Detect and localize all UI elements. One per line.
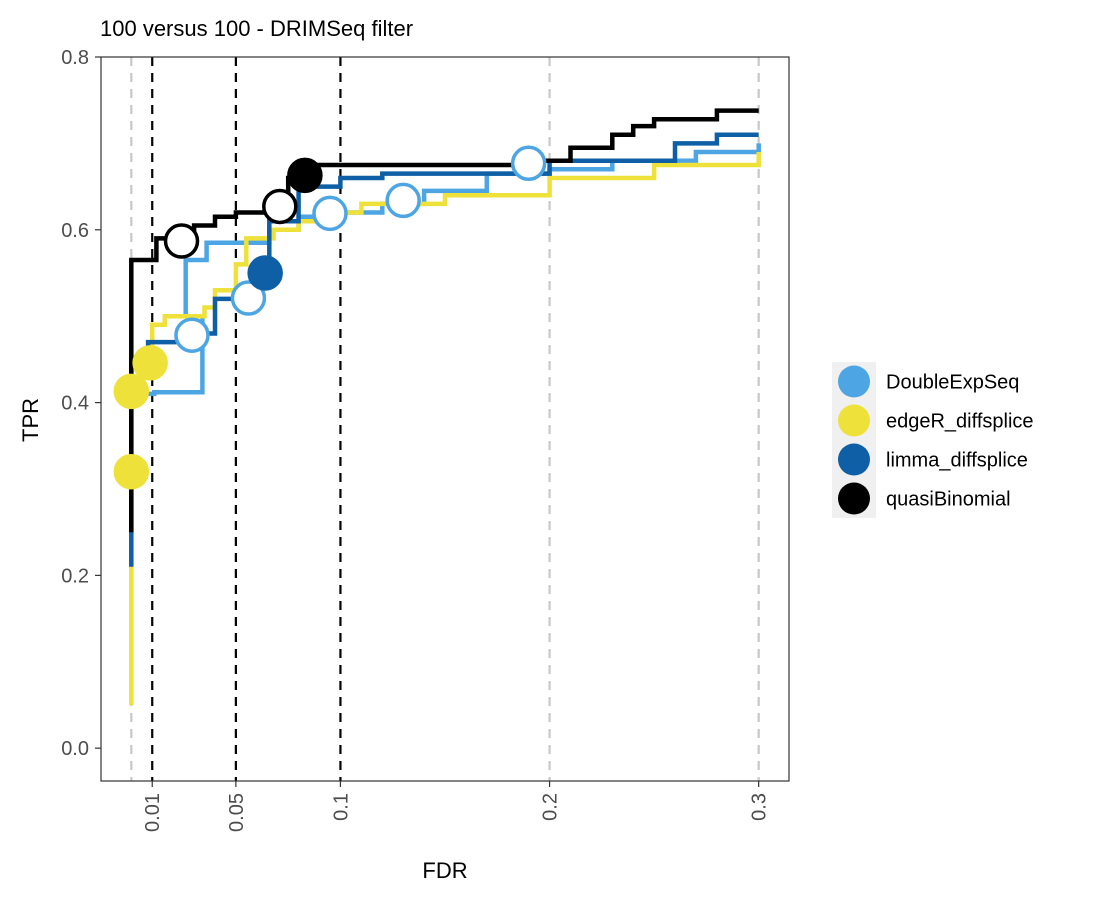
y-tick-label: 0.2 (61, 565, 89, 587)
y-tick-label: 0.8 (61, 47, 89, 69)
legend-swatch-DoubleExpSeq (838, 365, 870, 398)
series-line-edgeR_diffsplice (129, 152, 761, 705)
point-quasiBinomial (262, 188, 298, 225)
x-tick-label: 0.1 (330, 793, 352, 821)
x-tick-label: 0.01 (142, 793, 164, 832)
x-tick-label: 0.3 (749, 793, 771, 821)
point-quasiBinomial (163, 223, 200, 259)
legend-label-DoubleExpSeq: DoubleExpSeq (886, 372, 1019, 394)
point-DoubleExpSeq (312, 195, 348, 232)
point-DoubleExpSeq (385, 182, 421, 219)
legend-swatch-limma_diffsplice (838, 443, 870, 476)
point-edgeR_diffsplice (113, 373, 150, 410)
x-tick-label: 0.05 (226, 793, 248, 832)
point-edgeR_diffsplice (132, 345, 168, 381)
point-quasiBinomial (287, 157, 323, 194)
point-edgeR_diffsplice (113, 453, 150, 490)
legend-label-edgeR_diffsplice: edgeR_diffsplice (886, 411, 1034, 433)
point-limma_diffsplice (247, 255, 283, 291)
chart-title: 100 versus 100 - DRIMSeq filter (100, 16, 413, 41)
x-axis-label: FDR (422, 858, 467, 883)
point-DoubleExpSeq (510, 145, 547, 182)
y-axis-label: TPR (18, 398, 43, 442)
y-tick-label: 0.0 (61, 738, 89, 760)
legend: DoubleExpSeq edgeR_diffsplice limma_diffsp… (832, 362, 1034, 518)
series-line-DoubleExpSeq (131, 143, 761, 397)
point-DoubleExpSeq (230, 280, 267, 316)
legend-swatch-edgeR_diffsplice (838, 404, 870, 437)
plot-area (113, 57, 761, 781)
plot-border (100, 56, 790, 782)
legend-swatch-quasiBinomial (838, 482, 870, 515)
x-tick-label: 0.2 (540, 793, 562, 821)
point-DoubleExpSeq (174, 317, 210, 353)
axes: 0.0 0.2 0.4 0.6 0.8 0.01 0.05 0.1 0.2 0.3 (61, 47, 770, 832)
y-tick-label: 0.6 (61, 220, 89, 242)
legend-label-limma_diffsplice: limma_diffsplice (886, 450, 1028, 472)
legend-label-quasiBinomial: quasiBinomial (886, 489, 1011, 511)
y-tick-label: 0.4 (61, 393, 89, 415)
